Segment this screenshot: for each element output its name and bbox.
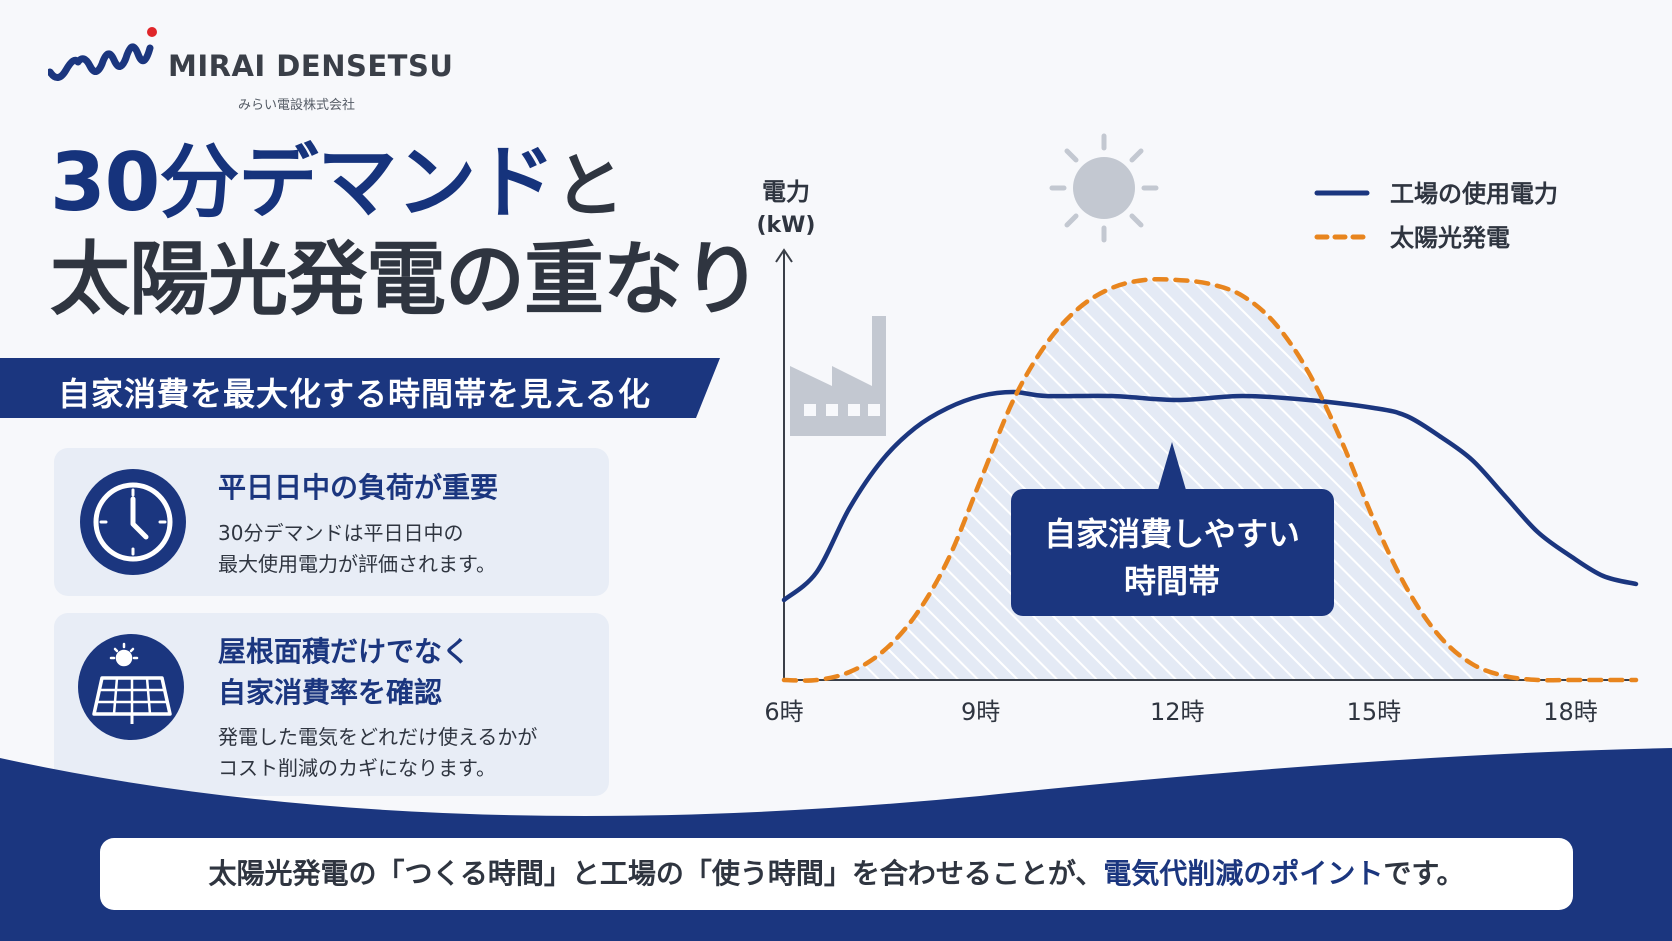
legend-solar-label: 太陽光発電 — [1390, 224, 1510, 252]
factory-icon — [790, 316, 886, 436]
bottom-message: 太陽光発電の「つくる時間」と工場の「使う時間」を合わせることが、電気代削減のポイ… — [100, 838, 1573, 910]
title-line-1: 30分デマンドと — [50, 143, 624, 223]
x-tick-label: 6時 — [764, 698, 803, 726]
title-main: 30分デマンド — [50, 136, 555, 229]
series-line-solar — [781, 276, 1639, 683]
bottom-message-before: 太陽光発電の「つくる時間」と工場の「使う時間」を合わせることが、 — [208, 857, 1104, 890]
sun-icon — [1049, 133, 1159, 243]
clock-icon — [80, 469, 186, 575]
x-tick-label: 15時 — [1347, 698, 1402, 726]
solar-panel-icon — [78, 634, 184, 740]
card-load-title: 平日日中の負荷が重要 — [218, 471, 499, 504]
bottom-message-box — [100, 838, 1573, 910]
chart-legend: 工場の使用電力 太陽光発電 — [1314, 180, 1558, 252]
y-axis-label-1: 電力 — [762, 178, 810, 206]
brand-subname: みらい電設株式会社 — [238, 98, 356, 113]
annotation-callout: 自家消費しやすい 時間帯 — [1011, 442, 1334, 616]
y-axis-arrow — [775, 248, 793, 263]
legend-usage-label: 工場の使用電力 — [1390, 180, 1558, 208]
x-tick-label: 18時 — [1543, 698, 1598, 726]
bottom-message-after: です。 — [1383, 857, 1465, 890]
brand-name: MIRAI DENSETSU — [168, 49, 454, 83]
card-load-body-2: 最大使用電力が評価されます。 — [218, 552, 496, 576]
bottom-message-highlight: 電気代削減のポイント — [1103, 857, 1384, 890]
card-load-body-1: 30分デマンドは平日日中の — [218, 521, 464, 545]
x-tick-label: 9時 — [961, 698, 1000, 726]
series-line-usage — [781, 389, 1639, 603]
banner-background — [0, 358, 720, 418]
card-selfconsumption-title-1: 屋根面積だけでなく — [218, 635, 471, 668]
annotation-line-1: 自家消費しやすい — [1044, 515, 1300, 553]
banner-text: 自家消費を最大化する時間帯を見える化 — [58, 375, 652, 413]
title-suffix: と — [554, 145, 624, 227]
card-selfconsumption-body-1: 発電した電気をどれだけ使えるかが — [218, 725, 538, 749]
logo-wave-icon — [48, 27, 157, 81]
title-line-2: 太陽光発電の重なり — [50, 233, 762, 326]
annotation-line-2: 時間帯 — [1124, 562, 1220, 600]
x-tick-label: 12時 — [1150, 698, 1205, 726]
self-consumption-area — [784, 279, 1636, 681]
card-selfconsumption-title-2: 自家消費率を確認 — [218, 676, 443, 709]
card-selfconsumption-body-2: コスト削減のカギになります。 — [218, 756, 496, 780]
y-axis-label-2: (kW) — [756, 213, 815, 238]
